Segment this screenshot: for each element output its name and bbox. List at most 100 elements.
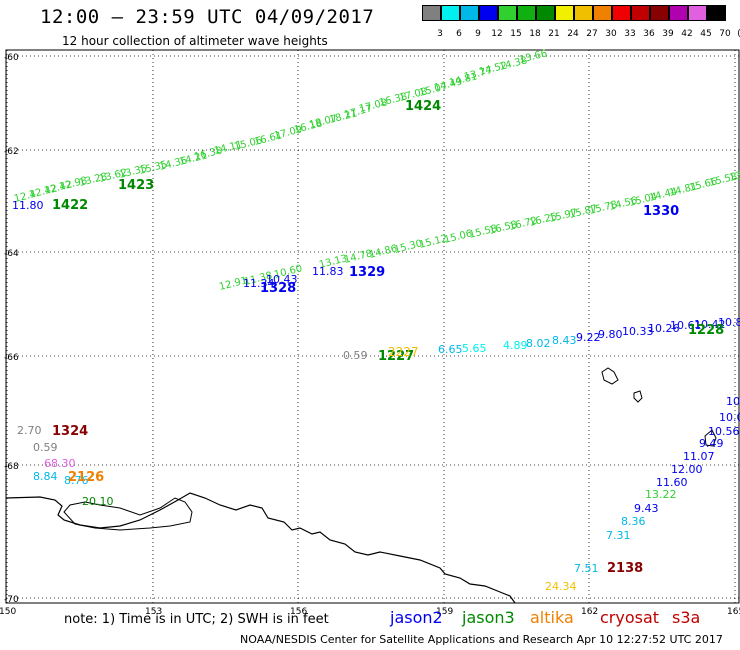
- colorbar-label: 24: [567, 29, 579, 39]
- colorbar-swatch: [650, 5, 669, 21]
- legend-jason2: jason2: [390, 608, 443, 627]
- wave-height-label: 1330: [643, 204, 679, 219]
- latitude-label: -66: [4, 353, 19, 363]
- coastline: [5, 492, 516, 604]
- wave-height-label: 1324: [52, 424, 88, 439]
- colorbar-swatch: [574, 5, 593, 21]
- colorbar-swatch: [517, 5, 536, 21]
- colorbar-label: 12: [491, 29, 503, 39]
- legend-altika: altika: [530, 608, 574, 627]
- colorbar-label: 21: [548, 29, 560, 39]
- wave-height-label: 1328: [260, 281, 296, 296]
- wave-height-label: 13.66: [518, 48, 548, 66]
- ice-shelf-outline: [63, 497, 193, 531]
- legend-cryosat: cryosat: [600, 608, 660, 627]
- longitude-label: 153: [145, 607, 162, 617]
- wave-height-label: 9.80: [598, 328, 623, 341]
- wave-height-label: 0.59: [343, 349, 368, 362]
- wave-height-label: 2227: [388, 345, 419, 359]
- wave-height-label: 10.43: [266, 273, 298, 286]
- wave-height-label: 10.33: [622, 325, 654, 338]
- colorbar-label: 36: [643, 29, 655, 39]
- wave-height-label: 0.59: [33, 441, 58, 454]
- wave-height-label: 1228: [688, 323, 724, 338]
- wave-height-label: 8.43: [552, 334, 577, 347]
- longitude-label: 165: [727, 607, 740, 617]
- wave-height-label: 9.22: [576, 331, 601, 344]
- map-subtitle: 12 hour collection of altimeter wave hei…: [62, 34, 328, 48]
- colorbar-label: 45: [700, 29, 712, 39]
- wave-height-label: 10.42: [694, 318, 726, 331]
- longitude-label: 156: [290, 607, 307, 617]
- wave-height-label: 11.07: [683, 450, 715, 463]
- wave-height-label: 1422: [52, 198, 88, 213]
- colorbar-swatch: [593, 5, 612, 21]
- wave-height-label: 10.0: [719, 411, 740, 424]
- wave-height-label: 10.26: [648, 322, 680, 335]
- wave-height-label: 20.10: [82, 495, 114, 508]
- colorbar-label: 39: [662, 29, 674, 39]
- colorbar-swatch: [707, 5, 726, 21]
- wave-height-label: 8.84: [33, 470, 58, 483]
- wave-height-label: 8.02: [526, 337, 551, 350]
- credit-line: NOAA/NESDIS Center for Satellite Applica…: [240, 633, 723, 646]
- wave-height-label: 2138: [607, 561, 643, 576]
- colorbar-label: 9: [475, 29, 481, 39]
- colorbar-label: 6: [456, 29, 462, 39]
- colorbar-swatch: [555, 5, 574, 21]
- colorbar-swatch: [498, 5, 517, 21]
- colorbar-label: 27: [586, 29, 598, 39]
- wave-height-label: 6.65: [438, 343, 463, 356]
- wave-height-label: 68.30: [44, 457, 76, 470]
- wave-height-label: 10.56: [708, 425, 740, 438]
- colorbar-swatch: [612, 5, 631, 21]
- wave-height-label: 24.34: [545, 580, 577, 593]
- colorbar-label: 3: [437, 29, 443, 39]
- wave-height-label: 2126: [68, 470, 104, 485]
- colorbar-swatch: [536, 5, 555, 21]
- latitude-label: -70: [4, 595, 19, 605]
- latitude-label: -64: [4, 249, 19, 259]
- wave-height-label: 9.43: [634, 502, 659, 515]
- wave-height-label: 9.49: [699, 437, 724, 450]
- map-frame: [5, 49, 740, 604]
- wave-height-label: 13.22: [645, 488, 677, 501]
- wave-height-label: 1329: [349, 265, 385, 280]
- legend-jason3: jason3: [462, 608, 515, 627]
- latitude-label: -62: [4, 147, 19, 157]
- footer-note: note: 1) Time is in UTC; 2) SWH is in fe…: [64, 612, 329, 627]
- wave-height-label: 12.4: [13, 189, 37, 205]
- wave-height-label: 1424: [405, 99, 441, 114]
- colorbar-swatch: [479, 5, 498, 21]
- colorbar-label: (ft): [736, 29, 740, 39]
- colorbar-label: 33: [624, 29, 636, 39]
- wave-height-label: 13.11: [728, 166, 740, 184]
- longitude-label: 159: [436, 607, 453, 617]
- longitude-label: 150: [0, 607, 16, 617]
- wave-height-label: 1227: [378, 349, 414, 364]
- wave-height-label: 10.86: [718, 316, 740, 329]
- colorbar-swatch: [441, 5, 460, 21]
- colorbar-swatch: [688, 5, 707, 21]
- wave-height-label: 10: [726, 395, 740, 408]
- wave-height-label: 11.80: [12, 199, 44, 212]
- island-outline: [601, 367, 619, 385]
- wave-height-label: 10.61: [670, 319, 702, 332]
- wave-height-label: 7.51: [574, 562, 599, 575]
- wave-height-label: 5.65: [462, 342, 487, 355]
- colorbar-label: 18: [529, 29, 541, 39]
- colorbar-label: 42: [681, 29, 693, 39]
- colorbar-swatch: [631, 5, 650, 21]
- latitude-label: -60: [4, 53, 19, 63]
- colorbar-label: 30: [605, 29, 617, 39]
- wave-height-label: 2.70: [17, 424, 42, 437]
- colorbar-label: 70: [719, 29, 731, 39]
- wave-height-label: 7.31: [606, 529, 631, 542]
- wave-height-label: 11.60: [656, 476, 688, 489]
- colorbar-swatch: [669, 5, 688, 21]
- wave-height-label: 8.76: [64, 474, 89, 487]
- colorbar-swatch: [422, 5, 441, 21]
- latitude-label: -68: [4, 462, 19, 472]
